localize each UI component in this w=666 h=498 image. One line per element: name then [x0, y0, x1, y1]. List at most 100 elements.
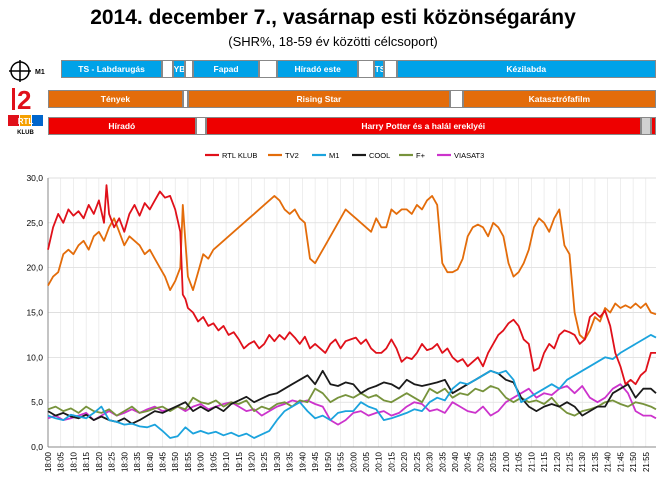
x-tick-label: 21:15: [540, 451, 549, 472]
x-tick-label: 21:25: [566, 451, 575, 472]
x-tick-label: 21:05: [515, 451, 524, 472]
program-segment: Híradó este: [276, 60, 359, 78]
x-tick-label: 21:50: [629, 451, 638, 472]
x-tick-label: 18:40: [146, 451, 155, 472]
page-title: 2014. december 7., vasárnap esti közönsé…: [90, 6, 576, 29]
program-segment: [640, 117, 651, 135]
share-line-chart: 0,05,010,015,020,025,030,018:00 18:05 18:1…: [26, 151, 657, 472]
x-tick-label: 21:10: [527, 451, 536, 472]
x-tick-label: 18:25: [108, 451, 117, 472]
y-tick-label: 5,0: [31, 397, 43, 407]
program-segment: [358, 60, 374, 78]
program-segment: YBL: [172, 60, 186, 78]
series-line-m1: [47, 333, 657, 439]
x-tick-label: 21:35: [591, 451, 600, 472]
x-tick-label: 18:55: [184, 451, 193, 472]
x-tick-label: 18:15: [82, 451, 91, 472]
x-tick-label: 20:05: [362, 451, 371, 472]
x-tick-label: 20:45: [464, 451, 473, 472]
x-tick-label: 19:45: [311, 451, 320, 472]
x-tick-label: 18:50: [171, 451, 180, 472]
x-tick-label: 19:30: [273, 451, 282, 472]
x-tick-label: 19:00: [197, 451, 206, 472]
x-tick-label: 18:20: [95, 451, 104, 472]
y-tick-label: 30,0: [26, 173, 43, 183]
x-tick-label: 20:30: [426, 451, 435, 472]
chart-axes: 0,05,010,015,020,025,030,018:00 18:05 18:1…: [26, 173, 656, 472]
x-tick-label: 19:35: [286, 451, 295, 472]
program-segment: Híradó: [48, 117, 196, 135]
x-tick-label: 19:20: [248, 451, 257, 472]
x-tick-label: 21:20: [553, 451, 562, 472]
program-segment: Kézilabda: [396, 60, 656, 78]
program-segment: Rising Star: [187, 90, 450, 108]
program-segment: [195, 117, 206, 135]
legend-label: M1: [329, 151, 339, 160]
chart-legend: RTL KLUB TV2 M1 COOL F+ VIASAT3: [205, 151, 484, 160]
program-segment: [449, 90, 463, 108]
m1-logo: M1: [6, 60, 48, 82]
tv2-logo-text: 2: [17, 86, 31, 112]
program-segment: Katasztrófafilm: [462, 90, 656, 108]
x-tick-label: 18:35: [133, 451, 142, 472]
series-line-rtl-klub: [47, 184, 656, 386]
program-segment: TS: [373, 60, 384, 78]
x-tick-label: 19:40: [298, 451, 307, 472]
legend-label: F+: [416, 151, 426, 160]
x-tick-label: 21:30: [578, 451, 587, 472]
x-tick-label: 18:45: [158, 451, 167, 472]
y-tick-label: 15,0: [26, 308, 43, 318]
rtl-klub-logo: RTL KLUB: [6, 114, 48, 136]
series-line-tv2: [47, 195, 657, 341]
x-tick-label: 19:25: [260, 451, 269, 472]
tv2-logo: 2: [6, 85, 48, 115]
x-tick-label: 20:40: [451, 451, 460, 472]
program-segment: [650, 117, 656, 135]
chart-grid: [47, 177, 656, 448]
x-tick-label: 19:05: [209, 451, 218, 472]
series-line-viasat3: [47, 383, 657, 426]
rtl-logo-subtext: KLUB: [17, 130, 34, 136]
legend-label: RTL KLUB: [222, 151, 257, 160]
legend-label: TV2: [285, 151, 299, 160]
y-tick-label: 20,0: [26, 263, 43, 273]
x-tick-label: 19:55: [337, 451, 346, 472]
x-tick-label: 19:15: [235, 451, 244, 472]
rtl-logo-text: RTL: [18, 117, 34, 126]
x-tick-label: 20:50: [476, 451, 485, 472]
page-subtitle: (SHR%, 18-59 év közötti célcsoport): [228, 34, 438, 49]
program-segment: Harry Potter és a halál ereklyéi: [205, 117, 641, 135]
y-tick-label: 25,0: [26, 218, 43, 228]
x-tick-label: 18:30: [120, 451, 129, 472]
series-line-cool: [47, 369, 657, 425]
x-tick-label: 20:25: [413, 451, 422, 472]
program-segment: Fapad: [193, 60, 260, 78]
x-tick-label: 20:20: [400, 451, 409, 472]
x-tick-label: 18:00: [44, 451, 53, 472]
x-tick-label: 18:10: [69, 451, 78, 472]
x-tick-label: 20:35: [438, 451, 447, 472]
x-tick-label: 20:10: [375, 451, 384, 472]
x-tick-label: 21:40: [604, 451, 613, 472]
program-segment: Tények: [48, 90, 183, 108]
program-segment: TS - Labdarugás: [60, 60, 163, 78]
y-tick-label: 10,0: [26, 352, 43, 362]
m1-logo-text: M1: [35, 69, 45, 76]
x-tick-label: 21:55: [642, 451, 651, 472]
program-segment: [182, 90, 188, 108]
legend-label: VIASAT3: [454, 151, 484, 160]
program-segment: [162, 60, 173, 78]
chart-series: [47, 184, 657, 439]
series-line-f-: [47, 385, 657, 417]
x-tick-label: 20:15: [387, 451, 396, 472]
x-tick-label: 20:00: [349, 451, 358, 472]
x-tick-label: 19:50: [324, 451, 333, 472]
x-tick-label: 21:00: [502, 451, 511, 472]
x-tick-label: 20:55: [489, 451, 498, 472]
y-tick-label: 0,0: [31, 442, 43, 452]
program-segment: [185, 60, 193, 78]
program-segment: [259, 60, 277, 78]
x-tick-label: 21:45: [616, 451, 625, 472]
x-tick-label: 18:05: [57, 451, 66, 472]
x-tick-label: 19:10: [222, 451, 231, 472]
